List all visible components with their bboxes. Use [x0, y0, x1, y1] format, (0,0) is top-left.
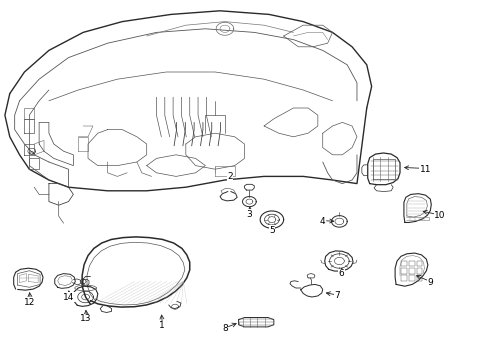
Text: 11: 11 — [419, 165, 430, 174]
Text: 7: 7 — [334, 292, 340, 300]
Text: 6: 6 — [338, 269, 344, 278]
Text: 8: 8 — [222, 324, 227, 333]
Text: 9: 9 — [427, 278, 432, 287]
Text: 13: 13 — [80, 314, 91, 323]
Text: 2: 2 — [226, 172, 232, 181]
Text: 10: 10 — [433, 211, 445, 220]
Text: 12: 12 — [23, 298, 35, 307]
Text: 1: 1 — [158, 321, 164, 330]
Text: 5: 5 — [268, 226, 274, 235]
Text: 4: 4 — [319, 217, 325, 226]
Text: 3: 3 — [246, 210, 252, 219]
Text: 14: 14 — [62, 292, 74, 302]
